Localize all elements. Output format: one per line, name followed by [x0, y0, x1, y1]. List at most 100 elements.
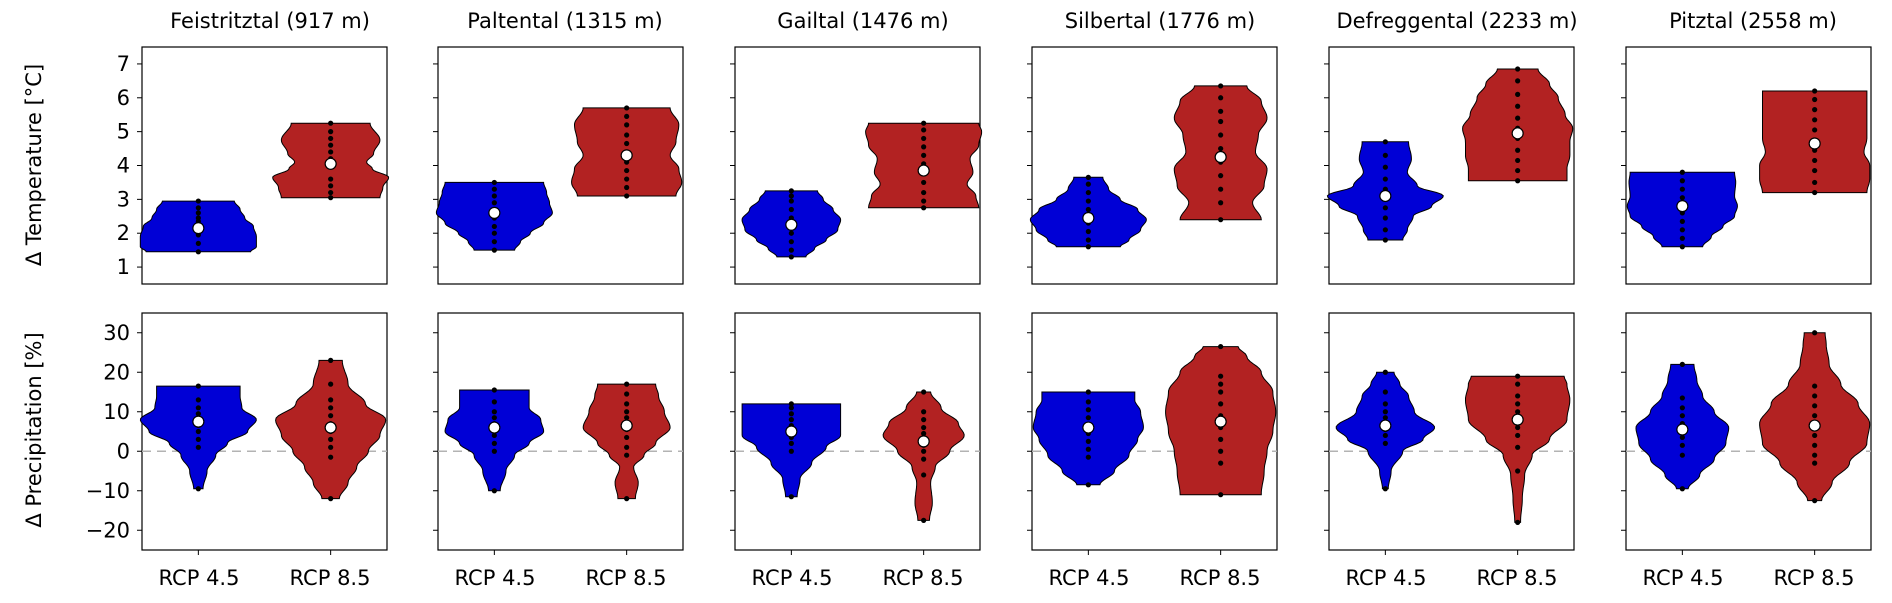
member-point	[1218, 108, 1224, 114]
member-point	[328, 454, 334, 460]
member-point	[921, 152, 927, 158]
member-point	[491, 448, 497, 454]
member-point	[1382, 409, 1388, 415]
member-point	[1679, 235, 1685, 241]
member-point	[328, 436, 334, 442]
median-marker	[1379, 419, 1392, 432]
median-marker	[620, 419, 633, 432]
member-point	[1812, 179, 1818, 186]
member-point	[328, 135, 334, 142]
panel-title: Feistritztal (917 m)	[170, 9, 370, 33]
member-point	[921, 472, 927, 478]
member-point	[328, 397, 334, 403]
y-tick-label: 20	[103, 360, 130, 384]
panel-frame	[1625, 312, 1872, 551]
member-point	[195, 210, 201, 216]
member-point	[1812, 127, 1818, 133]
member-point	[491, 179, 497, 186]
median-marker	[1379, 189, 1392, 203]
member-point	[1679, 434, 1685, 441]
member-point	[195, 486, 201, 492]
y-tick-label: 2	[117, 221, 130, 245]
member-point	[1679, 361, 1685, 367]
member-point	[1679, 395, 1685, 401]
member-point	[1812, 442, 1818, 448]
median-marker	[1676, 423, 1689, 436]
x-tick-label: RCP 8.5	[883, 566, 964, 590]
member-point	[1085, 389, 1091, 395]
member-point	[1085, 415, 1091, 421]
median-marker	[488, 206, 501, 219]
member-point	[491, 230, 497, 236]
member-point	[491, 440, 497, 446]
member-point	[921, 189, 927, 196]
member-point	[1515, 103, 1521, 109]
member-point	[1515, 401, 1521, 407]
violin-rcp45	[444, 389, 545, 492]
member-point	[624, 401, 630, 407]
member-point	[921, 179, 927, 186]
member-point	[1085, 198, 1091, 204]
member-point	[1218, 132, 1224, 138]
member-point	[921, 424, 927, 431]
member-point	[1085, 244, 1091, 250]
member-point	[1515, 409, 1521, 415]
member-point	[491, 399, 497, 405]
member-point	[1515, 157, 1521, 164]
panel-title: Paltental (1315 m)	[467, 9, 662, 33]
y-tick-label: 5	[117, 120, 130, 144]
y-tick-label: 10	[103, 400, 130, 424]
member-point	[624, 184, 630, 191]
member-point	[624, 415, 630, 421]
member-point	[788, 405, 794, 411]
member-point	[1812, 403, 1818, 409]
median-marker	[917, 164, 930, 177]
member-point	[788, 440, 794, 446]
median-marker	[488, 421, 501, 434]
panel-title: Pitztal (2558 m)	[1669, 9, 1837, 33]
member-point	[1085, 237, 1091, 243]
member-point	[328, 357, 334, 363]
member-point	[1679, 244, 1685, 250]
member-point	[1515, 519, 1521, 525]
member-point	[1812, 330, 1818, 336]
member-point	[1382, 237, 1388, 243]
y-tick-label: 3	[117, 187, 130, 211]
member-point	[921, 120, 927, 126]
member-point	[1679, 452, 1685, 458]
member-point	[195, 411, 201, 417]
panel-title: Silbertal (1776 m)	[1065, 9, 1255, 33]
member-point	[1382, 389, 1388, 395]
member-point	[1218, 436, 1224, 442]
member-point	[1679, 218, 1685, 224]
member-point	[1515, 115, 1521, 121]
median-marker	[1808, 137, 1821, 150]
member-point	[624, 193, 630, 199]
member-point	[624, 122, 630, 128]
member-point	[1382, 215, 1388, 221]
member-point	[1218, 389, 1224, 395]
panel-frame	[437, 312, 684, 551]
member-point	[1515, 78, 1521, 84]
member-point	[195, 249, 201, 255]
member-point	[921, 409, 927, 415]
member-point	[1679, 405, 1685, 411]
member-point	[1679, 442, 1685, 448]
member-point	[1812, 413, 1818, 419]
member-point	[1218, 173, 1224, 179]
member-point	[788, 198, 794, 204]
member-point	[491, 409, 497, 415]
member-point	[1812, 157, 1818, 164]
member-point	[624, 105, 630, 111]
member-point	[624, 176, 630, 182]
member-point	[328, 149, 334, 155]
median-marker	[1511, 127, 1524, 140]
member-point	[624, 452, 630, 458]
y-axis-title-precipitation: Δ Precipitation [%]	[22, 332, 46, 527]
median-marker	[1082, 211, 1095, 225]
member-point	[1812, 117, 1818, 123]
member-point	[1382, 440, 1388, 446]
member-point	[491, 239, 497, 245]
y-tick-label: −10	[86, 479, 130, 503]
member-point	[788, 448, 794, 454]
